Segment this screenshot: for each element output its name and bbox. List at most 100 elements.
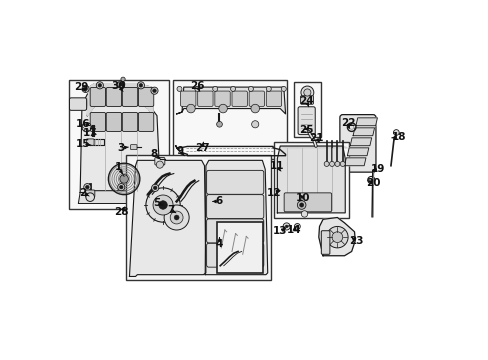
Circle shape xyxy=(326,226,347,248)
Text: 23: 23 xyxy=(348,237,363,247)
Circle shape xyxy=(151,87,158,94)
Circle shape xyxy=(248,86,253,91)
Circle shape xyxy=(82,85,89,93)
Text: 19: 19 xyxy=(370,164,385,174)
FancyBboxPatch shape xyxy=(339,114,375,172)
Bar xyxy=(216,222,263,273)
Text: 17: 17 xyxy=(82,128,97,138)
Polygon shape xyxy=(277,146,345,213)
Bar xyxy=(273,143,348,217)
Circle shape xyxy=(301,211,307,217)
Text: 24: 24 xyxy=(299,96,313,107)
Circle shape xyxy=(281,86,285,91)
Circle shape xyxy=(324,161,328,166)
FancyBboxPatch shape xyxy=(214,91,230,107)
FancyBboxPatch shape xyxy=(122,87,138,107)
Polygon shape xyxy=(78,193,162,203)
Circle shape xyxy=(164,205,189,230)
Circle shape xyxy=(151,184,159,192)
FancyBboxPatch shape xyxy=(138,87,153,107)
Circle shape xyxy=(83,87,87,91)
Circle shape xyxy=(297,201,305,209)
Circle shape xyxy=(159,201,167,209)
Text: 5: 5 xyxy=(153,198,160,208)
Circle shape xyxy=(299,203,303,207)
FancyBboxPatch shape xyxy=(206,219,263,243)
Polygon shape xyxy=(349,138,371,146)
FancyBboxPatch shape xyxy=(90,87,105,107)
Text: 20: 20 xyxy=(366,178,380,188)
Text: 16: 16 xyxy=(76,118,90,129)
FancyBboxPatch shape xyxy=(248,91,264,107)
Polygon shape xyxy=(344,158,365,166)
Text: 15: 15 xyxy=(76,139,90,149)
Circle shape xyxy=(121,77,125,81)
FancyBboxPatch shape xyxy=(206,170,263,194)
Circle shape xyxy=(86,193,94,202)
Text: 8: 8 xyxy=(150,149,158,159)
Text: 11: 11 xyxy=(269,161,284,171)
Circle shape xyxy=(83,184,91,191)
FancyBboxPatch shape xyxy=(298,107,315,135)
Text: 18: 18 xyxy=(391,132,405,142)
Circle shape xyxy=(218,104,227,113)
FancyBboxPatch shape xyxy=(321,231,329,254)
Text: 4: 4 xyxy=(215,239,223,249)
Text: 14: 14 xyxy=(286,225,301,235)
Polygon shape xyxy=(318,217,354,256)
FancyBboxPatch shape xyxy=(85,190,95,197)
Circle shape xyxy=(334,161,339,166)
Polygon shape xyxy=(80,89,160,194)
FancyBboxPatch shape xyxy=(86,139,94,145)
Circle shape xyxy=(145,188,180,222)
Text: 12: 12 xyxy=(266,188,281,198)
Circle shape xyxy=(119,82,123,86)
Circle shape xyxy=(156,161,163,168)
Text: 29: 29 xyxy=(74,82,88,92)
FancyBboxPatch shape xyxy=(106,87,122,107)
FancyBboxPatch shape xyxy=(155,157,164,165)
Circle shape xyxy=(266,86,271,91)
FancyBboxPatch shape xyxy=(206,243,263,267)
Circle shape xyxy=(139,84,142,87)
Text: 28: 28 xyxy=(114,207,128,217)
Circle shape xyxy=(329,161,334,166)
FancyBboxPatch shape xyxy=(206,195,263,219)
FancyBboxPatch shape xyxy=(122,112,138,131)
FancyBboxPatch shape xyxy=(138,112,153,131)
Circle shape xyxy=(230,86,235,91)
Polygon shape xyxy=(176,87,285,114)
Circle shape xyxy=(170,211,183,224)
Circle shape xyxy=(96,82,103,89)
FancyBboxPatch shape xyxy=(130,145,137,150)
Bar xyxy=(69,80,169,208)
Circle shape xyxy=(340,161,345,166)
Circle shape xyxy=(250,104,259,113)
Circle shape xyxy=(285,225,287,228)
Text: 2: 2 xyxy=(79,188,86,198)
Polygon shape xyxy=(87,84,153,116)
Text: 21: 21 xyxy=(308,133,323,143)
Text: 22: 22 xyxy=(341,118,355,128)
Text: 25: 25 xyxy=(299,125,313,135)
FancyBboxPatch shape xyxy=(69,98,86,111)
Text: 9: 9 xyxy=(176,147,183,157)
Circle shape xyxy=(331,232,342,243)
Text: 7: 7 xyxy=(167,205,175,215)
Polygon shape xyxy=(205,160,267,275)
Circle shape xyxy=(137,82,144,89)
FancyBboxPatch shape xyxy=(266,91,281,107)
Text: 1: 1 xyxy=(115,162,122,172)
FancyBboxPatch shape xyxy=(180,91,196,107)
Circle shape xyxy=(153,195,173,215)
Text: 10: 10 xyxy=(296,193,310,203)
Circle shape xyxy=(120,175,128,183)
FancyBboxPatch shape xyxy=(231,91,247,107)
Circle shape xyxy=(82,122,91,132)
Circle shape xyxy=(393,130,398,135)
FancyBboxPatch shape xyxy=(284,193,331,212)
Bar xyxy=(293,82,320,137)
Circle shape xyxy=(152,89,156,93)
Bar xyxy=(173,80,287,158)
Text: 27: 27 xyxy=(195,143,209,153)
